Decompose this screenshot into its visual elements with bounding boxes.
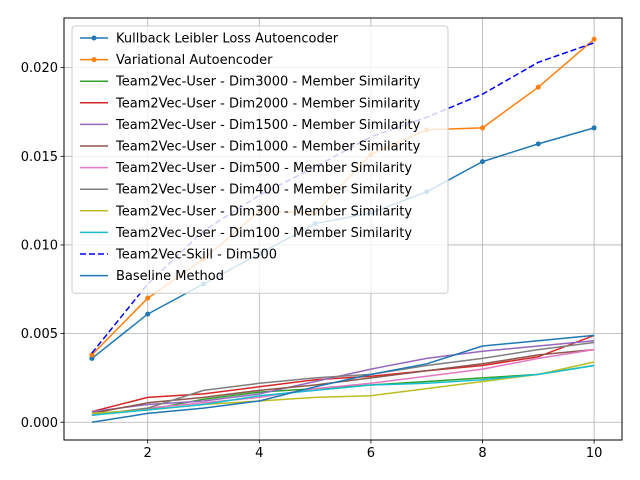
legend-box — [71, 25, 449, 294]
y-tick-label: 0.000 — [21, 416, 58, 431]
data-point — [145, 311, 151, 317]
x-axis: 2 4 6 8 10 — [144, 440, 603, 461]
series-line — [91, 341, 595, 416]
legend-label: Variational Autoencoder — [116, 53, 273, 68]
legend-label: Team2Vec-User - Dim500 - Member Similari… — [115, 161, 412, 176]
data-point — [145, 295, 151, 301]
x-tick-label: 10 — [586, 446, 603, 461]
series-line — [91, 348, 595, 416]
legend-label: Team2Vec-User - Dim100 - Member Similari… — [115, 226, 412, 241]
x-tick-label: 4 — [255, 446, 263, 461]
y-tick-label: 0.020 — [21, 61, 58, 76]
y-axis: 0.000 0.005 0.010 0.015 0.020 — [21, 61, 64, 431]
data-point — [535, 141, 541, 147]
y-tick-label: 0.015 — [21, 150, 58, 165]
x-tick-label: 2 — [144, 446, 152, 461]
y-tick-label: 0.005 — [21, 327, 58, 342]
y-tick-label: 0.010 — [21, 238, 58, 253]
plot-frame — [63, 17, 623, 441]
series-line — [91, 334, 595, 424]
series-line — [91, 334, 595, 413]
series-line — [91, 339, 595, 413]
x-tick-label: 8 — [478, 446, 486, 461]
x-tick-label: 6 — [367, 446, 375, 461]
legend-marker — [91, 35, 97, 41]
data-point — [480, 125, 485, 131]
legend-label: Team2Vec-User - Dim1500 - Member Similar… — [115, 118, 421, 133]
data-point — [591, 125, 597, 131]
data-point — [480, 159, 485, 165]
data-point — [591, 36, 597, 42]
series-line — [91, 348, 595, 415]
data-point — [89, 352, 95, 358]
legend-marker — [91, 57, 97, 63]
legend-label: Team2Vec-User - Dim3000 - Member Similar… — [115, 75, 421, 90]
legend-label: Team2Vec-Skill - Dim500 — [115, 248, 277, 263]
legend-label: Team2Vec-User - Dim1000 - Member Similar… — [115, 140, 421, 155]
legend-label: Baseline Method — [116, 269, 224, 284]
data-point — [535, 84, 541, 90]
series-line — [91, 364, 595, 415]
series-line — [91, 364, 595, 416]
legend-label: Kullback Leibler Loss Autoencoder — [116, 32, 339, 47]
legend: Kullback Leibler Loss Autoencoder Variati… — [71, 25, 449, 294]
data-point — [89, 355, 95, 361]
legend-label: Team2Vec-User - Dim300 - Member Similari… — [115, 204, 412, 219]
legend-label: Team2Vec-User - Dim400 - Member Similari… — [115, 183, 412, 198]
legend-label: Team2Vec-User - Dim2000 - Member Similar… — [115, 96, 421, 111]
